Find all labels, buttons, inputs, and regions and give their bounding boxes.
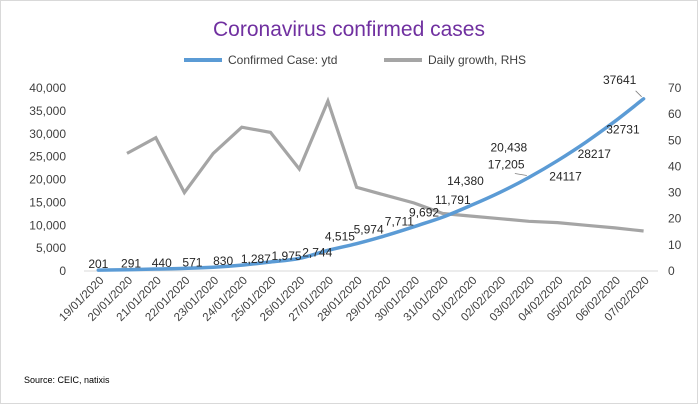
confirmed-data-label: 32731 xyxy=(606,122,640,136)
confirmed-data-label: 830 xyxy=(213,254,233,268)
left-axis-tick-label: 15,000 xyxy=(29,195,66,209)
data-labels: 201 291 440 571 830 1,287 1,975 2,744 4,5155,974… xyxy=(88,73,642,271)
daily-growth-line xyxy=(126,96,644,233)
left-axis: 0 5,000 10,000 15,000 20,000 25,000 30,000 35,0… xyxy=(29,81,66,278)
left-axis-tick-label: 5,000 xyxy=(36,241,66,255)
confirmed-data-label: 1,975 xyxy=(272,249,302,263)
confirmed-data-label: 14,380 xyxy=(447,174,484,188)
data-label-leader xyxy=(514,173,527,176)
left-axis-tick-label: 30,000 xyxy=(29,127,66,141)
confirmed-data-label: 571 xyxy=(182,255,202,269)
confirmed-data-label: 17,205 xyxy=(488,157,525,171)
confirmed-data-label: 11,791 xyxy=(435,193,471,207)
legend: Confirmed Case: ytd Daily growth, RHS xyxy=(184,53,526,67)
left-axis-tick-label: 20,000 xyxy=(29,173,66,187)
right-axis-tick-label: 40 xyxy=(668,159,682,173)
confirmed-data-label: 440 xyxy=(152,256,172,270)
confirmed-cases-line xyxy=(96,97,646,272)
right-axis-tick-label: 0 xyxy=(668,264,675,278)
series-layer xyxy=(96,96,646,272)
left-axis-tick-label: 35,000 xyxy=(29,104,66,118)
confirmed-data-label: 28217 xyxy=(578,147,612,161)
right-axis-tick-label: 70 xyxy=(668,81,682,95)
confirmed-data-label: 7,711 xyxy=(385,215,414,229)
confirmed-data-label: 291 xyxy=(121,257,141,271)
left-axis-tick-label: 10,000 xyxy=(29,218,66,232)
data-label-leader xyxy=(635,90,642,98)
right-axis-tick-label: 60 xyxy=(668,107,682,121)
right-axis-tick-label: 10 xyxy=(668,238,682,252)
legend-label-confirmed: Confirmed Case: ytd xyxy=(228,53,337,67)
source-note: Source: CEIC, natixis xyxy=(24,375,110,385)
confirmed-data-label: 9,692 xyxy=(409,206,439,220)
x-axis: 19/01/202020/01/202021/01/202022/01/2020… xyxy=(57,275,651,324)
left-axis-tick-label: 25,000 xyxy=(29,150,66,164)
right-axis-tick-label: 30 xyxy=(668,186,682,200)
left-axis-tick-label: 0 xyxy=(59,264,66,278)
right-axis-tick-label: 50 xyxy=(668,133,682,147)
right-axis-tick-label: 20 xyxy=(668,212,682,226)
confirmed-data-label: 2,744 xyxy=(302,245,332,259)
confirmed-data-label: 5,974 xyxy=(354,223,384,237)
confirmed-data-label: 201 xyxy=(88,257,108,271)
chart-title: Coronavirus confirmed cases xyxy=(213,18,485,41)
confirmed-data-label: 37641 xyxy=(603,73,637,87)
left-axis-tick-label: 40,000 xyxy=(29,81,66,95)
confirmed-data-label: 1,287 xyxy=(241,252,271,266)
confirmed-data-label: 24117 xyxy=(549,170,582,184)
confirmed-data-label: 4,515 xyxy=(325,229,355,243)
right-axis: 0 10 20 30 40 50 60 70 xyxy=(668,81,682,278)
legend-label-growth: Daily growth, RHS xyxy=(428,53,526,67)
confirmed-data-label: 20,438 xyxy=(490,140,527,154)
